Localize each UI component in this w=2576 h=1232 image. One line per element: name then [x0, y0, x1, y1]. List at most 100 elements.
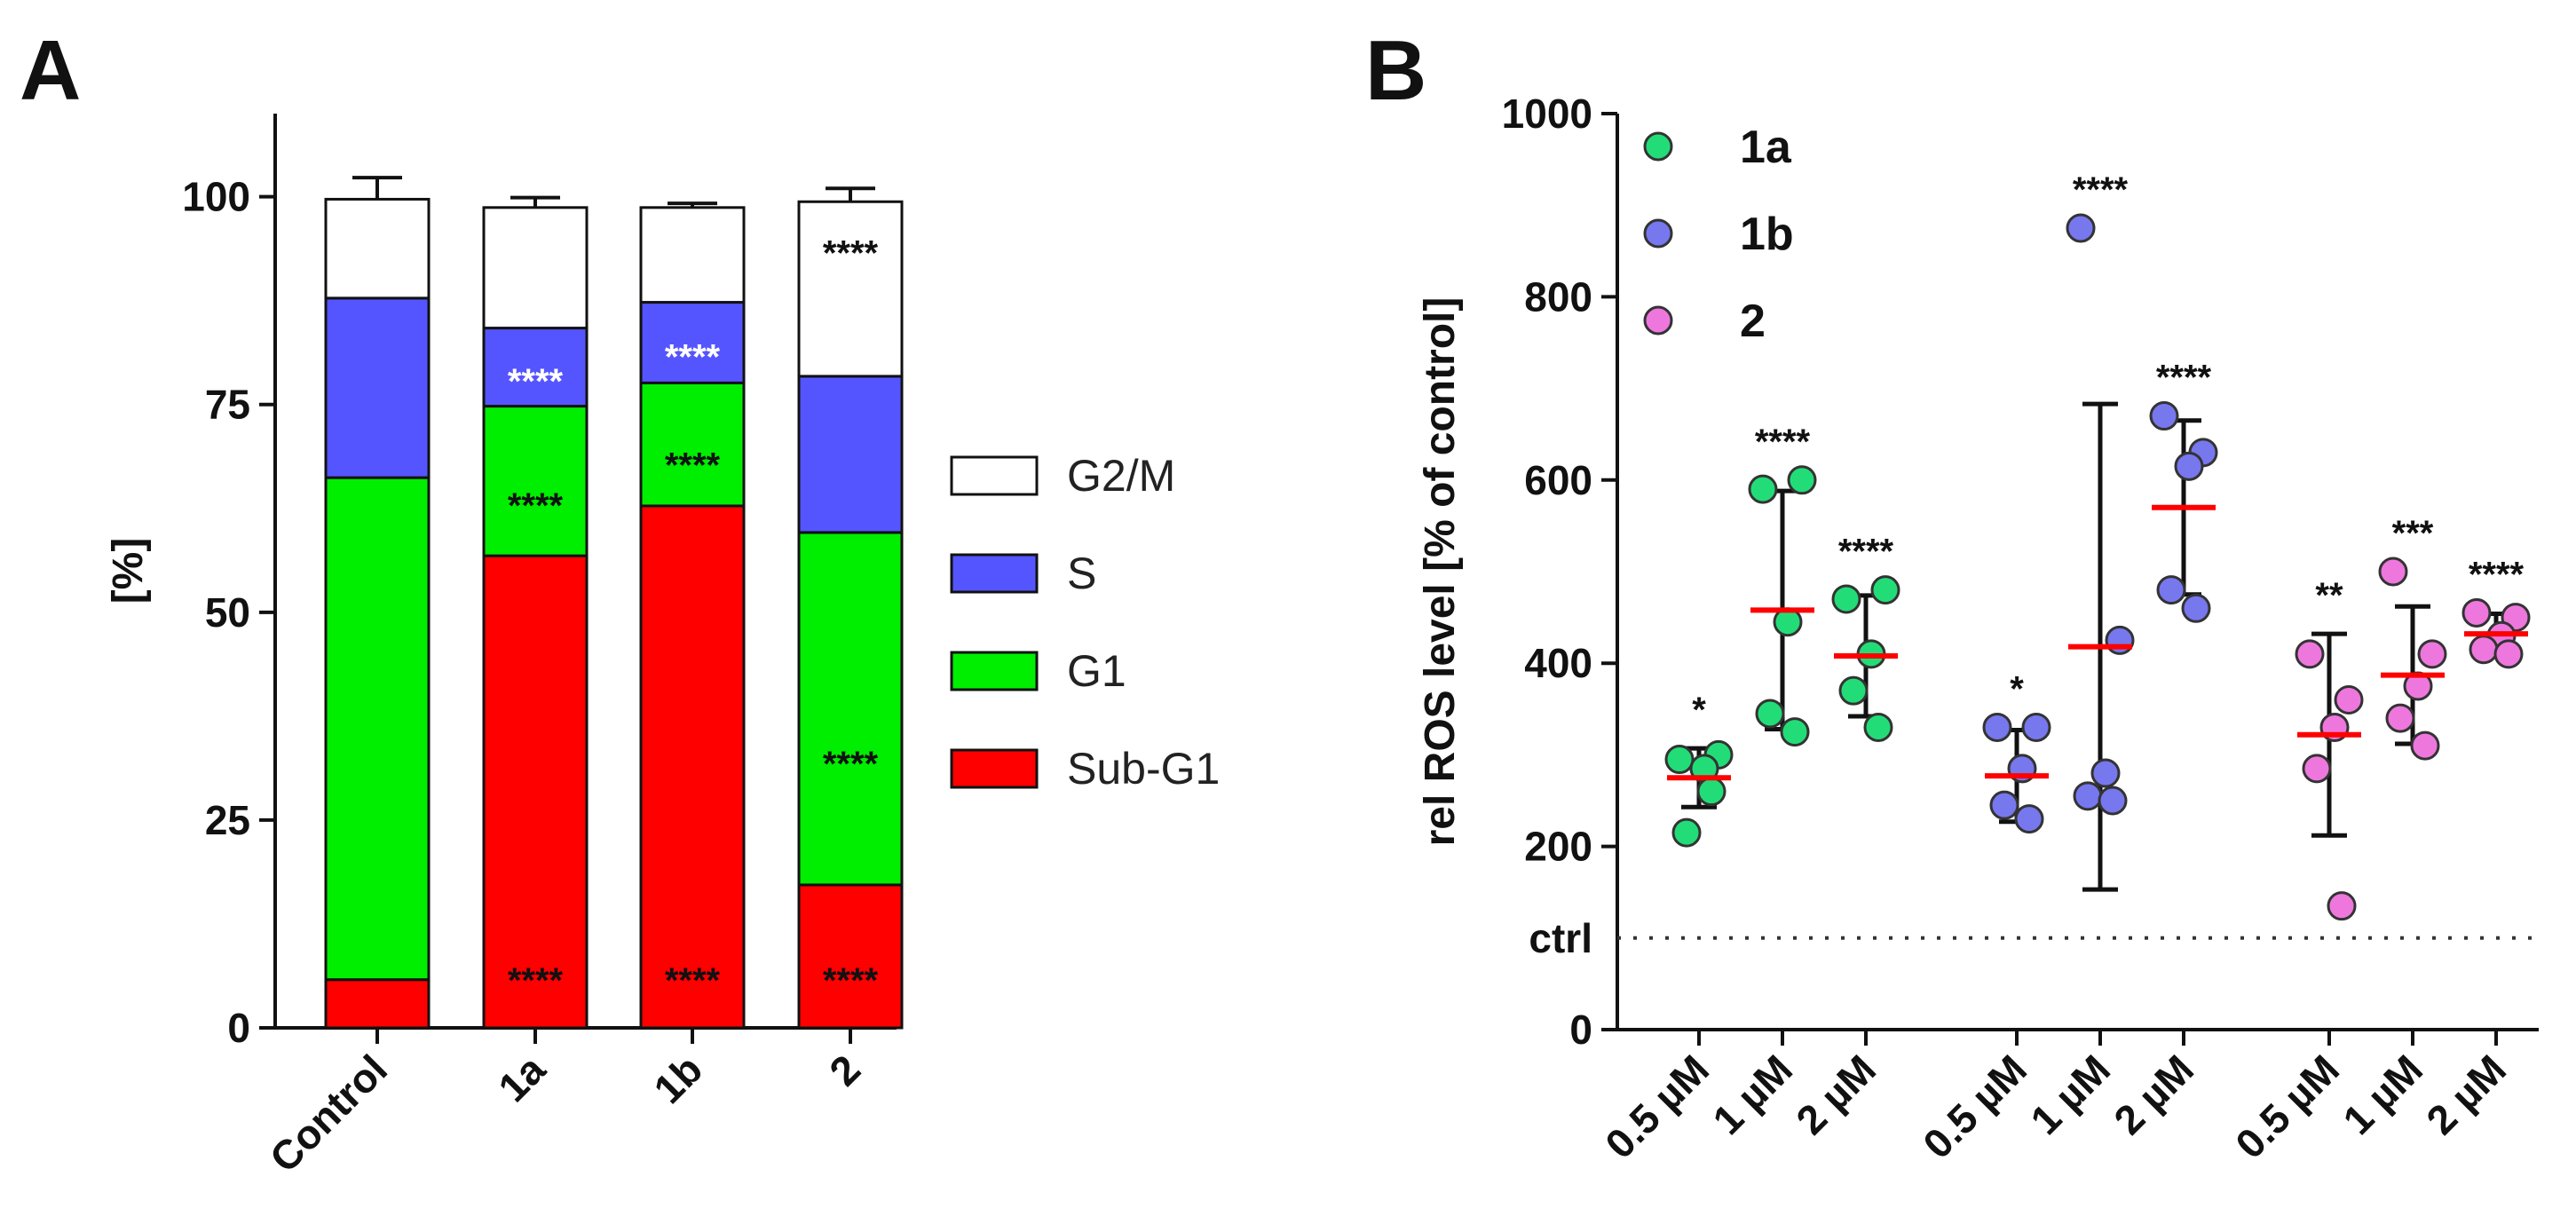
data-point [1671, 817, 1702, 848]
significance-marker: **** [508, 486, 564, 525]
data-point [1787, 465, 1817, 495]
legend-swatch [950, 553, 1039, 594]
legend-marker [1643, 305, 1673, 336]
y-tick-label: 0 [1569, 1007, 1592, 1053]
significance-marker: **** [665, 961, 721, 1000]
significance-marker: ** [2315, 576, 2343, 615]
y-axis-title: rel ROS level [% of control] [1417, 297, 1464, 847]
y-tick-label: 1000 [1502, 91, 1592, 137]
data-point [1755, 699, 1785, 729]
data-point [2156, 575, 2186, 605]
x-tick-label: 1 µM [2021, 1046, 2119, 1143]
bar-segment [639, 206, 746, 304]
data-point [1982, 712, 2012, 742]
bar-segment [324, 197, 431, 300]
x-tick-label: 2 [820, 1046, 869, 1094]
bar-segment [797, 531, 904, 887]
bar-segment [797, 200, 904, 378]
significance-marker: * [2010, 669, 2024, 708]
cell-cycle-stacked-bar-chart: 0 25 50 75 100 [%] Control 1a **** **** **** 1b ****… [105, 114, 1220, 1181]
significance-marker: **** [1838, 533, 1894, 572]
data-point [2378, 557, 2408, 587]
data-point [2302, 754, 2332, 784]
bar-segment [797, 883, 904, 1030]
panel-label-b: B [1365, 23, 1426, 118]
data-point [2417, 639, 2447, 669]
panel-label-a: A [20, 23, 81, 118]
y-tick-label: 50 [205, 589, 250, 636]
significance-marker: **** [823, 745, 879, 784]
y-tick-label: 100 [182, 174, 250, 220]
bar-segment [324, 978, 431, 1030]
significance-marker: **** [823, 961, 879, 1000]
y-tick-label: 800 [1524, 273, 1592, 320]
data-point [2073, 781, 2103, 811]
data-point [2295, 639, 2325, 669]
legend-swatch [950, 455, 1039, 496]
bar-segment [797, 375, 904, 534]
legend-swatch [950, 651, 1039, 691]
data-point [1870, 575, 1900, 605]
data-point [2461, 597, 2492, 628]
significance-marker: **** [665, 338, 721, 377]
x-tick-label: 0.5 µM [2226, 1046, 2348, 1167]
y-axis-title: [%] [105, 538, 152, 604]
bar-segment [482, 206, 589, 330]
y-tick-label: 600 [1524, 457, 1592, 503]
data-point [1989, 790, 2019, 820]
legend-label: G2/M [1067, 451, 1175, 501]
data-point [1831, 584, 1861, 614]
data-point [1664, 745, 1695, 775]
ros-level-scatter-chart: 0 200 400 600 800 1000 ctrl rel ROS level [% of… [1417, 91, 2539, 1167]
data-point [1863, 712, 1893, 742]
data-point [2090, 758, 2121, 788]
ctrl-label: ctrl [1529, 915, 1592, 961]
bar-segment [639, 504, 746, 1030]
data-point [2327, 891, 2357, 921]
legend-label: 1b [1740, 209, 1794, 260]
data-point [2410, 731, 2440, 761]
y-tick-label: 200 [1524, 824, 1592, 870]
significance-marker: **** [2156, 359, 2212, 398]
significance-marker: **** [2073, 170, 2129, 209]
data-point [1696, 777, 1727, 807]
significance-marker: * [1692, 691, 1706, 730]
data-point [1838, 675, 1869, 706]
x-tick-label: 2 µM [1787, 1046, 1885, 1143]
significance-marker: **** [508, 362, 564, 401]
legend-marker [1643, 218, 1673, 249]
bar-segment [639, 381, 746, 508]
legend-label: G1 [1067, 646, 1126, 696]
data-point [1780, 717, 1810, 747]
legend-marker [1643, 131, 1673, 162]
data-point [2493, 639, 2524, 669]
significance-marker: **** [508, 961, 564, 1000]
significance-marker: **** [2469, 555, 2525, 594]
x-tick-label: 2 µM [2105, 1046, 2202, 1143]
data-point [2334, 684, 2364, 715]
legend-label: 1a [1740, 122, 1792, 173]
legend-label: S [1067, 549, 1096, 598]
y-tick-label: 400 [1524, 640, 1592, 686]
y-tick-label: 25 [205, 797, 250, 843]
data-point [2469, 635, 2499, 665]
bar-segment [482, 554, 589, 1030]
significance-marker: **** [823, 234, 879, 273]
data-point [1748, 474, 1778, 504]
legend-label: 2 [1740, 296, 1766, 347]
x-tick-label: 1a [489, 1046, 554, 1110]
x-tick-label: 0.5 µM [1914, 1046, 2035, 1167]
x-tick-label: 0.5 µM [1596, 1046, 1718, 1167]
x-tick-label: 1 µM [2334, 1046, 2431, 1143]
data-point [2105, 625, 2135, 655]
bar-segment [482, 405, 589, 557]
significance-marker: **** [1755, 423, 1811, 462]
x-tick-label: 2 µM [2417, 1046, 2515, 1143]
data-point [2066, 213, 2096, 243]
x-tick-label: 1b [644, 1046, 711, 1112]
bar-segment [324, 476, 431, 982]
y-tick-label: 0 [227, 1005, 250, 1051]
data-point [2174, 451, 2204, 481]
bar-segment [639, 301, 746, 384]
